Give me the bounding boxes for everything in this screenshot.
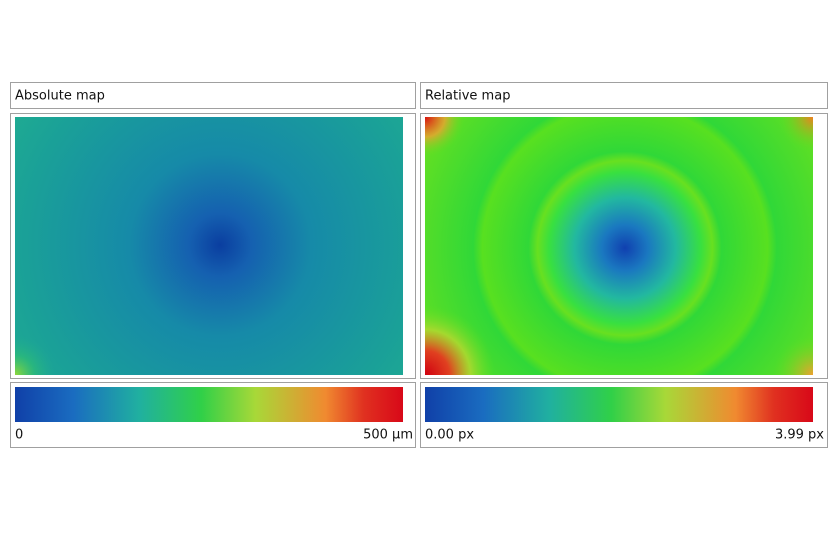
heatmap-corner <box>425 117 813 375</box>
title-box <box>420 82 828 109</box>
scale-max: 3.99 px <box>775 428 824 443</box>
color-bar <box>15 387 403 422</box>
color-bar <box>425 387 813 422</box>
scale-max: 500 µm <box>363 428 413 443</box>
scale-min: 0 <box>15 428 23 443</box>
heatmap-corner <box>15 117 403 375</box>
title-box <box>10 82 416 109</box>
panel-title: Absolute map <box>15 89 105 104</box>
panel-title: Relative map <box>425 89 510 104</box>
scale-min: 0.00 px <box>425 428 474 443</box>
